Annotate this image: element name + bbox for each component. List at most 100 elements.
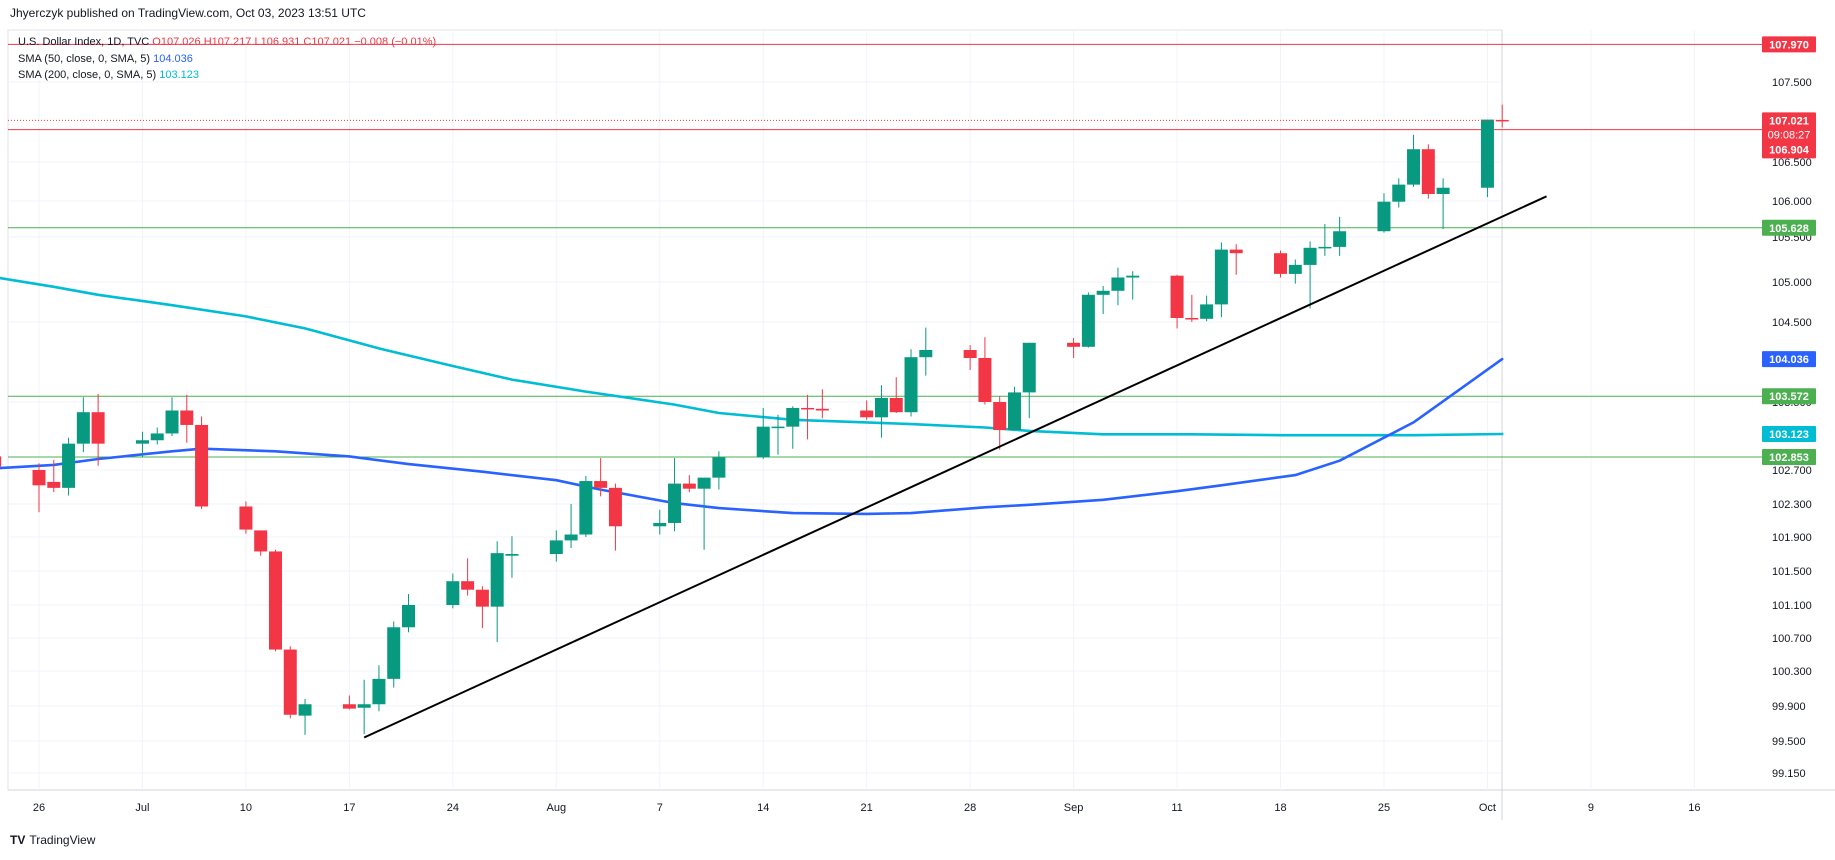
candle bbox=[579, 475, 593, 537]
candle-body bbox=[860, 410, 874, 418]
candle-body bbox=[1081, 294, 1095, 347]
close-value: 107.021 bbox=[311, 36, 352, 48]
candle-body bbox=[682, 483, 696, 489]
candle-body bbox=[254, 530, 268, 552]
ma-tag-sma50: 104.036 bbox=[1762, 351, 1816, 368]
y-tick-label: 100.300 bbox=[1772, 666, 1812, 678]
candle bbox=[1392, 178, 1406, 208]
legend-sma50-row[interactable]: SMA (50, close, 0, SMA, 5) 104.036 bbox=[18, 51, 436, 68]
candle-body bbox=[387, 627, 401, 679]
y-tick-label: 106.500 bbox=[1772, 157, 1812, 169]
candle bbox=[372, 665, 386, 712]
y-tick-label: 101.500 bbox=[1772, 566, 1812, 578]
candle-body bbox=[1436, 187, 1450, 194]
x-tick-label: 26 bbox=[33, 802, 45, 814]
candle bbox=[239, 501, 253, 534]
candle-body bbox=[1421, 149, 1435, 194]
candle-body bbox=[1229, 249, 1243, 254]
horizontal-levels bbox=[8, 43, 1763, 458]
level-tag-107-970-text: 107.970 bbox=[1769, 39, 1809, 51]
candle bbox=[76, 397, 90, 453]
x-tick-label: 16 bbox=[1688, 802, 1700, 814]
tradingview-logo-text: TradingView bbox=[29, 833, 96, 847]
grid bbox=[8, 30, 1695, 790]
open-label: O bbox=[152, 36, 161, 48]
candle bbox=[254, 530, 268, 556]
candle bbox=[1377, 193, 1391, 233]
candle bbox=[1214, 242, 1228, 318]
candle-body bbox=[1303, 247, 1317, 265]
x-tick-label: Sep bbox=[1064, 802, 1084, 814]
candle bbox=[461, 558, 475, 596]
candle-body bbox=[1480, 119, 1494, 188]
candle bbox=[889, 377, 903, 414]
x-tick-label: 24 bbox=[447, 802, 459, 814]
sma50-label: SMA (50, close, 0, SMA, 5) bbox=[18, 52, 151, 65]
legend-sma200-row[interactable]: SMA (200, close, 0, SMA, 5) 103.123 bbox=[18, 67, 436, 84]
level-tag-105-628-text: 105.628 bbox=[1769, 223, 1809, 235]
candle bbox=[180, 394, 194, 443]
candle bbox=[387, 621, 401, 688]
candle-body bbox=[1318, 246, 1332, 249]
candle bbox=[756, 407, 770, 459]
candle-body bbox=[1377, 201, 1391, 232]
ma-tag-sma50-box bbox=[1762, 351, 1816, 368]
candle bbox=[1111, 267, 1125, 306]
candle-body bbox=[475, 589, 489, 607]
candle-body bbox=[283, 649, 297, 715]
candle bbox=[1126, 271, 1140, 300]
candle bbox=[1288, 259, 1302, 284]
candle bbox=[860, 400, 874, 420]
y-axis-ticks: 107.500106.500106.000105.500105.000104.5… bbox=[1772, 77, 1812, 780]
x-tick-label: 21 bbox=[861, 802, 873, 814]
candle-body bbox=[697, 477, 711, 489]
candle bbox=[32, 463, 46, 513]
candle-body bbox=[357, 704, 371, 708]
sma200-value: 103.123 bbox=[159, 69, 199, 81]
candles bbox=[0, 104, 1509, 735]
candle bbox=[402, 593, 415, 633]
candle-body bbox=[268, 551, 282, 650]
candle bbox=[47, 459, 61, 493]
candle-body bbox=[1007, 392, 1021, 431]
last-price-tag: 107.021 09:08:27 106.904 bbox=[1762, 112, 1816, 159]
high-value: 107.217 bbox=[211, 36, 252, 48]
candle bbox=[0, 456, 2, 467]
candle-body bbox=[1333, 231, 1347, 247]
y-tick-label: 104.500 bbox=[1772, 317, 1812, 329]
y-tick-label: 101.100 bbox=[1772, 600, 1812, 612]
candle-body bbox=[1407, 149, 1421, 185]
candle bbox=[1303, 241, 1317, 309]
level-tag-103-572-box bbox=[1762, 388, 1816, 405]
candle-body bbox=[564, 534, 578, 541]
candle bbox=[475, 586, 489, 629]
legend-ohlc-row[interactable]: U.S. Dollar Index, 1D, TVC O107.026 H107… bbox=[18, 34, 436, 51]
low-value: 106.931 bbox=[260, 36, 301, 48]
tradingview-logo[interactable]: TV TradingView bbox=[10, 833, 95, 847]
candle-body bbox=[91, 412, 105, 444]
candle bbox=[904, 349, 918, 417]
candle bbox=[919, 327, 933, 376]
candle bbox=[357, 679, 371, 734]
level-tag-102-853: 102.853 bbox=[1762, 448, 1816, 465]
x-tick-label: 10 bbox=[240, 802, 252, 814]
candle-body bbox=[594, 481, 608, 488]
level-tag-107-970: 107.970 bbox=[1762, 36, 1816, 53]
candle bbox=[268, 549, 282, 652]
candle-body bbox=[298, 704, 312, 716]
change-value: −0.008 (−0.01%) bbox=[354, 36, 437, 48]
candle bbox=[564, 504, 578, 549]
candle bbox=[712, 451, 726, 490]
candle bbox=[963, 345, 977, 370]
candle-body bbox=[180, 410, 194, 425]
candle bbox=[505, 536, 519, 578]
y-tick-label: 99.150 bbox=[1772, 768, 1806, 780]
legend: U.S. Dollar Index, 1D, TVC O107.026 H107… bbox=[18, 34, 436, 84]
candle-body bbox=[786, 407, 800, 427]
candle bbox=[1480, 119, 1494, 198]
candle bbox=[697, 477, 711, 550]
y-tick-label: 99.500 bbox=[1772, 736, 1806, 748]
candle bbox=[1274, 250, 1288, 278]
